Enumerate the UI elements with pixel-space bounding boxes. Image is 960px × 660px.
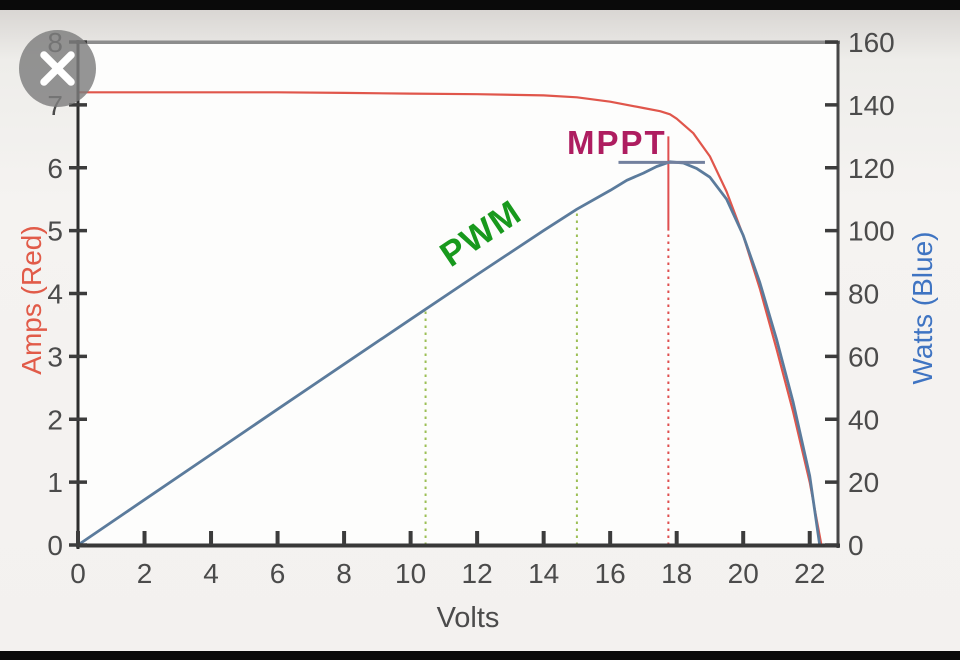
letterbox-top: [0, 0, 960, 10]
x-tick-label: 4: [203, 558, 219, 589]
x-tick-label: 0: [70, 558, 86, 589]
right-tick-label: 40: [848, 404, 879, 435]
x-tick-label: 8: [336, 558, 352, 589]
series-amps: [76, 91, 823, 547]
x-tick-label: 12: [462, 558, 493, 589]
x-tick-label: 10: [395, 558, 426, 589]
mppt-annotation: MPPT: [567, 124, 667, 161]
right-tick-label: 100: [848, 216, 895, 247]
letterbox-bottom: [0, 651, 960, 660]
left-tick-label: 0: [47, 530, 63, 561]
left-tick-label: 2: [47, 404, 63, 435]
right-tick-label: 60: [848, 341, 879, 372]
x-tick-label: 20: [728, 558, 759, 589]
x-tick-label: 14: [528, 558, 559, 589]
close-button[interactable]: [19, 30, 96, 107]
left-y-axis-title: Amps (Red): [16, 225, 47, 375]
x-tick-label: 22: [794, 558, 825, 589]
right-tick-label: 20: [848, 467, 879, 498]
axis-top: [76, 40, 840, 44]
x-tick-label: 6: [270, 558, 286, 589]
right-tick-label: 160: [848, 27, 895, 58]
series-watts: [76, 160, 822, 547]
left-tick-label: 6: [47, 153, 63, 184]
left-tick-label: 1: [47, 467, 63, 498]
axis-bottom: [76, 543, 840, 548]
left-tick-label: 3: [47, 341, 63, 372]
left-tick-label: 4: [47, 279, 63, 310]
right-tick-label: 0: [848, 530, 864, 561]
right-y-axis-title: Watts (Blue): [907, 231, 938, 385]
left-tick-label: 5: [47, 216, 63, 247]
x-tick-label: 2: [137, 558, 153, 589]
plot-area: [78, 42, 838, 545]
x-tick-label: 18: [661, 558, 692, 589]
right-tick-label: 80: [848, 279, 879, 310]
x-axis-title: Volts: [436, 602, 500, 634]
right-tick-label: 120: [848, 153, 895, 184]
right-tick-label: 140: [848, 90, 895, 121]
close-icon: [40, 51, 75, 86]
x-tick-label: 16: [595, 558, 626, 589]
